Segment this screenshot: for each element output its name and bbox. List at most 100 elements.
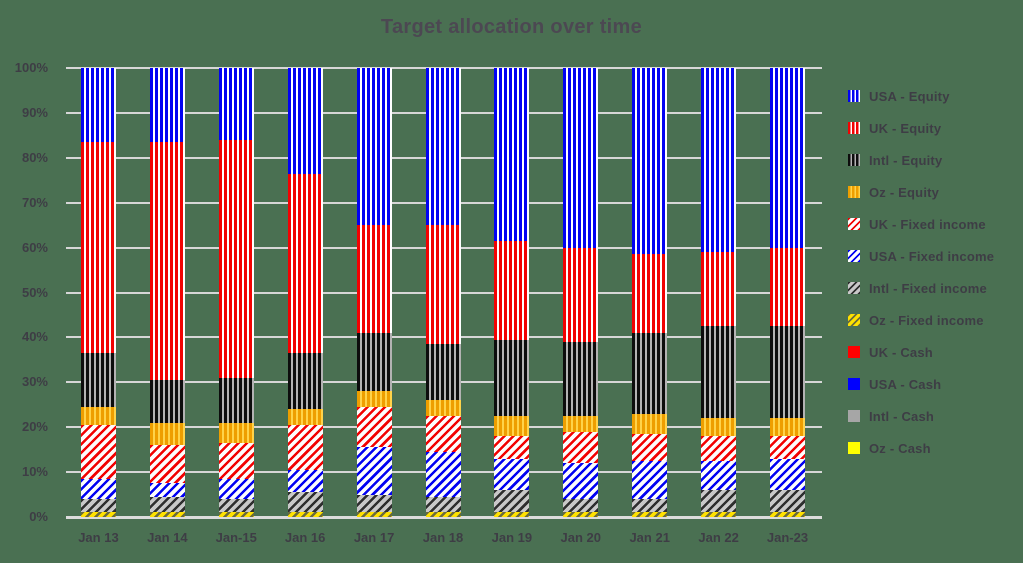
bar-segment-usa-equity[interactable] — [218, 68, 254, 140]
bar-segment-intl-fixed-income[interactable] — [632, 499, 668, 513]
stacked-bar-jan-18[interactable] — [425, 68, 461, 517]
stacked-bar-jan-16[interactable] — [287, 68, 323, 517]
bar-segment-intl-equity[interactable] — [149, 380, 185, 423]
bar-segment-oz-fixed-income[interactable] — [356, 512, 392, 517]
bar-segment-intl-fixed-income[interactable] — [149, 496, 185, 513]
bar-segment-intl-equity[interactable] — [287, 353, 323, 410]
legend-item-usa-fixed-income[interactable]: USA - Fixed income — [848, 246, 994, 266]
bar-segment-oz-equity[interactable] — [80, 406, 116, 425]
bar-segment-intl-equity[interactable] — [80, 353, 116, 407]
bar-segment-usa-equity[interactable] — [80, 68, 116, 143]
bar-segment-intl-equity[interactable] — [425, 344, 461, 401]
plot-area[interactable] — [64, 67, 822, 519]
legend-item-uk-cash[interactable]: UK - Cash — [848, 342, 994, 362]
bar-segment-oz-equity[interactable] — [701, 418, 737, 437]
bar-segment-usa-equity[interactable] — [701, 68, 737, 253]
bar-segment-intl-fixed-income[interactable] — [80, 499, 116, 513]
bar-segment-intl-fixed-income[interactable] — [356, 494, 392, 513]
bar-segment-usa-fixed-income[interactable] — [149, 483, 185, 497]
bar-segment-intl-equity[interactable] — [356, 332, 392, 392]
bar-segment-intl-equity[interactable] — [494, 339, 530, 416]
bar-segment-uk-fixed-income[interactable] — [80, 424, 116, 479]
bar-segment-uk-equity[interactable] — [563, 247, 599, 342]
bar-segment-oz-equity[interactable] — [770, 418, 806, 437]
stacked-bar-jan-21[interactable] — [632, 68, 668, 517]
legend-item-oz-cash[interactable]: Oz - Cash — [848, 438, 994, 458]
bar-segment-uk-fixed-income[interactable] — [632, 433, 668, 461]
legend-item-intl-equity[interactable]: Intl - Equity — [848, 150, 994, 170]
bar-segment-usa-fixed-income[interactable] — [494, 458, 530, 491]
bar-segment-uk-fixed-income[interactable] — [149, 445, 185, 484]
x-axis[interactable]: Jan 13 Jan 14 Jan-15 Jan 16 Jan 17 Jan 18 Jan … — [64, 530, 822, 545]
bar-segment-usa-equity[interactable] — [287, 68, 323, 174]
bar-segment-intl-equity[interactable] — [563, 341, 599, 416]
legend-item-oz-fixed-income[interactable]: Oz - Fixed income — [848, 310, 994, 330]
stacked-bar-jan-15[interactable] — [218, 68, 254, 517]
bar-segment-usa-fixed-income[interactable] — [287, 469, 323, 493]
legend-item-uk-fixed-income[interactable]: UK - Fixed income — [848, 214, 994, 234]
stacked-bar-jan-14[interactable] — [149, 68, 185, 517]
bar-segment-intl-equity[interactable] — [632, 332, 668, 414]
bar-segment-usa-fixed-income[interactable] — [80, 478, 116, 499]
stacked-bar-jan-13[interactable] — [80, 68, 116, 517]
bar-segment-intl-equity[interactable] — [701, 326, 737, 419]
stacked-bar-jan-19[interactable] — [494, 68, 530, 517]
legend-item-usa-cash[interactable]: USA - Cash — [848, 374, 994, 394]
bar-segment-usa-fixed-income[interactable] — [632, 460, 668, 499]
bar-segment-uk-equity[interactable] — [218, 139, 254, 378]
bar-segment-intl-equity[interactable] — [218, 377, 254, 423]
bar-segment-oz-fixed-income[interactable] — [632, 512, 668, 517]
bar-segment-usa-fixed-income[interactable] — [356, 447, 392, 495]
stacked-bar-jan-20[interactable] — [563, 68, 599, 517]
bar-segment-oz-fixed-income[interactable] — [149, 512, 185, 517]
bar-segment-intl-fixed-income[interactable] — [425, 496, 461, 513]
bar-segment-intl-fixed-income[interactable] — [218, 499, 254, 513]
bar-segment-uk-equity[interactable] — [770, 247, 806, 327]
legend-item-uk-equity[interactable]: UK - Equity — [848, 118, 994, 138]
stacked-bar-jan-23[interactable] — [770, 68, 806, 517]
bar-segment-uk-equity[interactable] — [701, 252, 737, 327]
bar-segment-usa-fixed-income[interactable] — [425, 451, 461, 497]
y-axis[interactable]: 100% 90% 80% 70% 60% 50% 40% 30% 20% 10% 0% — [0, 60, 48, 524]
bar-segment-oz-equity[interactable] — [218, 422, 254, 443]
bar-segment-oz-fixed-income[interactable] — [701, 512, 737, 517]
bar-segment-uk-fixed-income[interactable] — [218, 442, 254, 479]
bar-segment-oz-equity[interactable] — [149, 422, 185, 446]
bar-segment-uk-equity[interactable] — [632, 254, 668, 333]
bar-segment-uk-fixed-income[interactable] — [287, 424, 323, 470]
bar-segment-oz-fixed-income[interactable] — [425, 512, 461, 517]
bar-segment-intl-equity[interactable] — [770, 326, 806, 419]
bar-segment-oz-fixed-income[interactable] — [563, 512, 599, 517]
bar-segment-usa-equity[interactable] — [149, 68, 185, 143]
stacked-bar-jan-17[interactable] — [356, 68, 392, 517]
bar-segment-uk-fixed-income[interactable] — [701, 436, 737, 461]
bar-segment-uk-equity[interactable] — [425, 225, 461, 345]
bar-segment-usa-fixed-income[interactable] — [218, 478, 254, 499]
bar-segment-oz-equity[interactable] — [287, 409, 323, 425]
bar-segment-uk-equity[interactable] — [356, 225, 392, 333]
bar-segment-oz-fixed-income[interactable] — [494, 512, 530, 517]
bar-segment-intl-fixed-income[interactable] — [701, 490, 737, 513]
bar-segment-usa-equity[interactable] — [494, 68, 530, 241]
bar-segment-oz-fixed-income[interactable] — [287, 512, 323, 517]
bar-segment-usa-fixed-income[interactable] — [701, 460, 737, 490]
bar-segment-intl-fixed-income[interactable] — [563, 498, 599, 513]
bar-segment-oz-equity[interactable] — [494, 415, 530, 437]
legend[interactable]: USA - Equity UK - Equity Intl - Equity Oz -… — [848, 86, 994, 470]
bar-segment-intl-fixed-income[interactable] — [770, 490, 806, 513]
legend-item-usa-equity[interactable]: USA - Equity — [848, 86, 994, 106]
bar-segment-intl-fixed-income[interactable] — [494, 490, 530, 513]
bar-segment-oz-equity[interactable] — [563, 415, 599, 432]
bar-segment-uk-fixed-income[interactable] — [494, 436, 530, 459]
stacked-bar-jan-22[interactable] — [701, 68, 737, 517]
bar-segment-oz-fixed-income[interactable] — [218, 512, 254, 517]
bar-segment-oz-equity[interactable] — [425, 400, 461, 416]
bar-segment-uk-equity[interactable] — [287, 173, 323, 354]
bar-segment-uk-fixed-income[interactable] — [770, 436, 806, 459]
bar-segment-usa-equity[interactable] — [425, 68, 461, 226]
bar-segment-intl-fixed-income[interactable] — [287, 492, 323, 513]
bar-segment-uk-equity[interactable] — [80, 142, 116, 354]
bar-segment-usa-equity[interactable] — [563, 68, 599, 248]
bar-segment-uk-fixed-income[interactable] — [563, 431, 599, 464]
bar-segment-uk-equity[interactable] — [149, 142, 185, 381]
